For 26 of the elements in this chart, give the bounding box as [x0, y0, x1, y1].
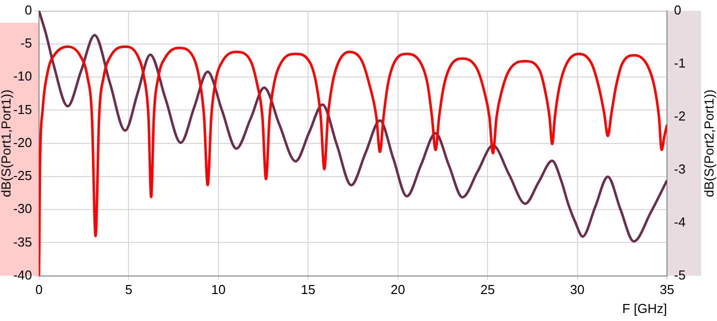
- y-tick-label: -5: [20, 36, 32, 51]
- y-tick-label: -25: [13, 168, 32, 184]
- y-tick-label: -15: [13, 102, 32, 117]
- x-tick-label: 35: [660, 282, 674, 298]
- x-tick-label: 25: [480, 282, 495, 298]
- y-tick-label: -10: [13, 68, 32, 84]
- y2-axis-title: dB(S(Port2,Port1)): [702, 89, 717, 198]
- y2-tick-label: -3: [674, 161, 686, 176]
- y-tick-label: -40: [13, 267, 32, 282]
- x-axis-title: F [GHz]: [622, 300, 667, 316]
- x-tick-label: 20: [390, 282, 406, 298]
- y2-tick-label: 0: [674, 2, 682, 18]
- y2-tick-label: -2: [674, 108, 686, 124]
- y2-tick-label: -5: [674, 267, 686, 282]
- x-tick-label: 0: [35, 282, 43, 298]
- y-tick-label: -20: [13, 134, 32, 150]
- y-axis-title: dB(S(Port1,Port1)): [0, 89, 14, 198]
- y-tick-label: 0: [24, 2, 32, 18]
- x-tick-label: 15: [300, 282, 316, 298]
- y-tick-label: -35: [13, 234, 32, 250]
- x-tick-label: 30: [570, 282, 585, 298]
- x-tick-label: 5: [125, 282, 132, 298]
- y2-tick-label: -1: [674, 55, 686, 70]
- x-tick-label: 10: [211, 282, 226, 298]
- y2-tick-label: -4: [674, 214, 686, 230]
- y-tick-label: -30: [13, 201, 32, 216]
